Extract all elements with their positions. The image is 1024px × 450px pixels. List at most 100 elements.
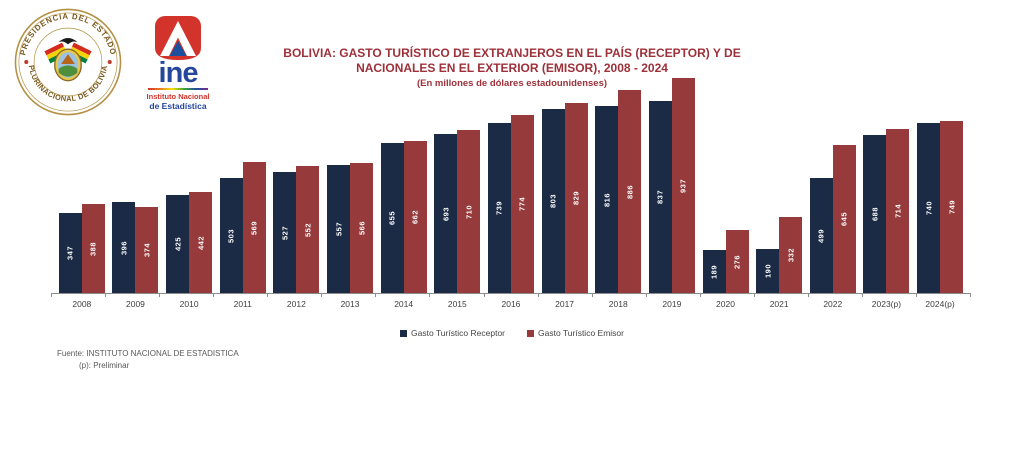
bar-group-2023(p): 688 714: [860, 75, 914, 293]
axis-tick: [430, 294, 485, 297]
bar-group-2022: 499 645: [806, 75, 860, 293]
x-axis-label-2010: 2010: [179, 299, 199, 309]
logo-area: PRESIDENCIA DEL ESTADO PLURINACIONAL DE …: [14, 6, 214, 118]
bar-group-2017: 803 829: [538, 75, 592, 293]
axis-tick: [214, 294, 269, 297]
receptor-bar-2010: 425: [166, 195, 190, 293]
emisor-bar-2016: 774: [510, 115, 534, 293]
bar-value-label: 276: [732, 254, 742, 269]
legend-label-receptor: Gasto Turístico Receptor: [411, 328, 506, 338]
bar-value-label: 740: [924, 200, 934, 216]
axis-tick: [322, 294, 377, 297]
x-axis-label-2011: 2011: [233, 299, 252, 309]
bar-value-label: 749: [947, 199, 957, 215]
bar-value-label: 527: [280, 225, 290, 240]
emisor-bar-2008: 388: [81, 204, 105, 293]
bar-value-label: 645: [839, 211, 849, 227]
receptor-bar-2009: 396: [112, 202, 136, 293]
emisor-bar-2022: 645: [832, 145, 856, 293]
axis-tick: [52, 294, 107, 297]
receptor-bar-2014: 655: [380, 143, 404, 293]
x-axis-label-2014: 2014: [394, 299, 414, 309]
axis-tick: [593, 294, 647, 297]
legend-label-emisor: Gasto Turístico Emisor: [538, 328, 624, 338]
ine-flag-stripe: [148, 88, 208, 90]
axis-tick: [647, 294, 701, 297]
x-axis-label-2024(p): 2024(p): [925, 299, 955, 309]
bar-group-2024(p): 740 749: [913, 75, 967, 293]
bar-value-label: 714: [893, 203, 903, 219]
receptor-bar-2008: 347: [58, 213, 82, 293]
bar-value-label: 503: [226, 228, 236, 243]
x-axis-label-2021: 2021: [769, 299, 789, 309]
bar-value-label: 739: [494, 200, 504, 216]
emisor-bar-2023(p): 714: [886, 129, 910, 293]
axis-tick: [485, 294, 539, 297]
x-axis-label-2008: 2008: [72, 299, 92, 309]
axis-tick: [376, 294, 431, 297]
bar-value-label: 937: [678, 178, 688, 193]
emisor-bar-2014: 662: [403, 141, 427, 293]
receptor-bar-2019: 837: [648, 101, 672, 293]
receptor-bar-2017: 803: [541, 109, 565, 293]
bar-group-2014: 655 662: [377, 75, 431, 293]
chart-title-line-1: BOLIVIA: GASTO TURÍSTICO DE EXTRANJEROS …: [283, 46, 741, 60]
axis-tick: [917, 294, 972, 297]
source-note: Fuente: INSTITUTO NACIONAL DE ESTADISTIC…: [57, 349, 239, 358]
bar-value-label: 425: [173, 236, 183, 252]
receptor-bar-2013: 557: [327, 165, 351, 293]
bar-value-label: 569: [249, 220, 259, 235]
bar-group-2021: 190 332: [752, 75, 806, 293]
axis-tick: [160, 294, 215, 297]
bar-value-label: 816: [602, 192, 612, 207]
emisor-bar-2011: 569: [242, 162, 266, 293]
bar-value-label: 655: [387, 210, 397, 226]
bar-value-label: 886: [625, 184, 635, 199]
axis-tick: [268, 294, 323, 297]
emisor-bar-2012: 552: [296, 166, 320, 293]
receptor-bar-2023(p): 688: [863, 135, 887, 293]
bar-value-label: 442: [196, 235, 206, 250]
x-axis-label-2020: 2020: [716, 299, 735, 309]
x-axis-label-2018: 2018: [608, 299, 628, 309]
legend-swatch-receptor: [400, 329, 407, 337]
receptor-bar-2022: 499: [809, 178, 833, 293]
bar-value-label: 189: [709, 264, 719, 279]
bar-group-2019: 837 937: [645, 75, 699, 293]
legend-item-emisor: Gasto Turístico Emisor: [527, 328, 624, 338]
receptor-bar-2011: 503: [219, 178, 243, 293]
emisor-bar-2024(p): 749: [940, 121, 964, 293]
bar-value-label: 693: [441, 206, 451, 221]
x-axis: [51, 293, 972, 297]
bar-group-2016: 739 774: [484, 75, 538, 293]
bar-group-2008: 347 388: [55, 75, 109, 293]
bar-value-label: 499: [816, 228, 826, 243]
axis-tick: [809, 294, 863, 297]
x-axis-label-2013: 2013: [340, 299, 360, 309]
emisor-bar-2019: 937: [671, 78, 695, 293]
axis-tick: [106, 294, 161, 297]
x-axis-label-2022: 2022: [823, 299, 843, 309]
bar-group-2011: 503 569: [216, 75, 270, 293]
bar-group-2013: 557 566: [323, 75, 377, 293]
ine-mountain-icon: [155, 16, 201, 60]
bar-value-label: 332: [786, 247, 796, 263]
x-axis-label-2015: 2015: [447, 299, 467, 309]
bar-value-label: 552: [303, 222, 313, 237]
receptor-bar-2018: 816: [595, 106, 619, 293]
ine-wordmark: ine: [158, 57, 199, 89]
bar-value-label: 829: [571, 190, 581, 206]
axis-tick: [539, 294, 593, 297]
x-axis-label-2009: 2009: [126, 299, 145, 309]
coat-of-arms-icon: [44, 37, 92, 82]
x-axis-label-2023(p): 2023(p): [871, 299, 902, 309]
chart-title-line-2: NACIONALES EN EL EXTERIOR (EMISOR), 2008…: [356, 61, 668, 75]
x-axis-labels: 2008 2009 2010 2011 2012 2013 2014 2015 2016 2017…: [55, 297, 967, 309]
bar-value-label: 710: [464, 204, 474, 219]
x-axis-label-2016: 2016: [501, 299, 521, 309]
seal-icon: PRESIDENCIA DEL ESTADO PLURINACIONAL DE …: [14, 8, 122, 116]
bar-value-label: 557: [334, 221, 344, 237]
legend-item-receptor: Gasto Turístico Receptor: [400, 328, 505, 338]
ine-logo: ine Instituto Nacional de Estadística: [142, 16, 214, 111]
